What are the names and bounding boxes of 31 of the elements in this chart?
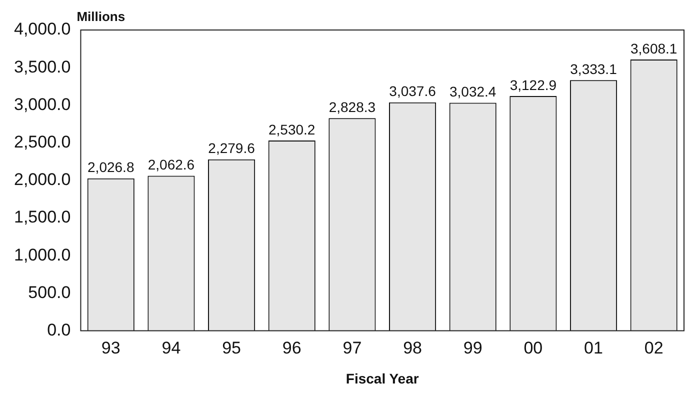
y-axis-title: Millions <box>76 9 126 24</box>
x-tick-label: 94 <box>162 338 181 358</box>
data-label: 3,608.1 <box>630 40 678 56</box>
x-tick-label: 02 <box>644 338 664 358</box>
x-tick-label: 99 <box>463 338 482 358</box>
data-label: 3,333.1 <box>570 61 618 78</box>
data-label: 2,828.3 <box>328 98 376 115</box>
data-label: 2,062.6 <box>148 156 195 173</box>
data-label: 2,530.2 <box>268 121 316 138</box>
y-tick-label: 2,000.0 <box>14 170 71 190</box>
x-tick-label: 96 <box>282 338 302 358</box>
y-tick-label: 0.0 <box>47 320 71 340</box>
x-tick-label: 95 <box>222 338 241 358</box>
y-tick-label: 1,500.0 <box>14 208 71 227</box>
data-label: 3,122.9 <box>510 76 557 93</box>
x-tick-label: 93 <box>101 338 120 358</box>
data-label: 3,032.4 <box>449 84 496 100</box>
y-tick-label: 3,000.0 <box>14 94 71 114</box>
data-label: 2,026.8 <box>88 159 134 176</box>
y-tick-label: 500.0 <box>28 282 71 302</box>
y-tick-label: 2,500.0 <box>14 132 71 152</box>
x-tick-label: 01 <box>584 338 603 358</box>
data-label: 2,279.6 <box>208 140 256 156</box>
x-tick-label: 98 <box>403 338 422 358</box>
y-tick-label: 1,000.0 <box>14 245 71 264</box>
data-label: 3,037.6 <box>389 83 436 100</box>
x-axis-title: Fiscal Year <box>346 370 420 386</box>
y-tick-label: 3,500.0 <box>14 57 71 76</box>
y-tick-label: 4,000.0 <box>14 20 71 39</box>
x-tick-label: 97 <box>342 338 362 358</box>
x-tick-label: 00 <box>524 338 543 358</box>
